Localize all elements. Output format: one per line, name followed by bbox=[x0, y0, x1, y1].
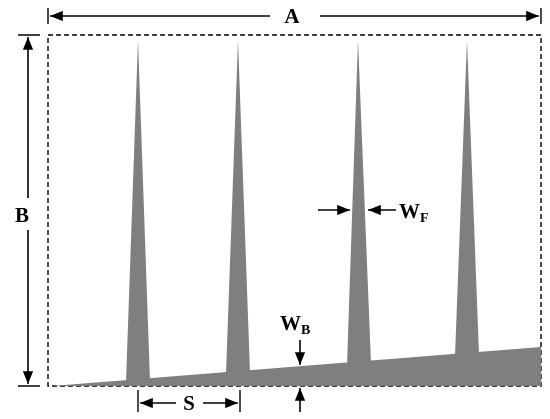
fin bbox=[347, 40, 371, 365]
label-wf: WF bbox=[399, 199, 429, 226]
label-sub: F bbox=[420, 211, 429, 226]
label-sub: B bbox=[301, 323, 310, 338]
label-a: A bbox=[284, 4, 300, 28]
label-base: W bbox=[399, 199, 420, 223]
fin bbox=[226, 40, 250, 374]
label-wb: WB bbox=[280, 311, 310, 338]
label-s: S bbox=[183, 391, 195, 415]
fin bbox=[455, 40, 479, 356]
label-base: W bbox=[280, 311, 301, 335]
base-wedge bbox=[52, 347, 541, 386]
label-b: B bbox=[15, 203, 29, 227]
fin bbox=[126, 40, 150, 382]
